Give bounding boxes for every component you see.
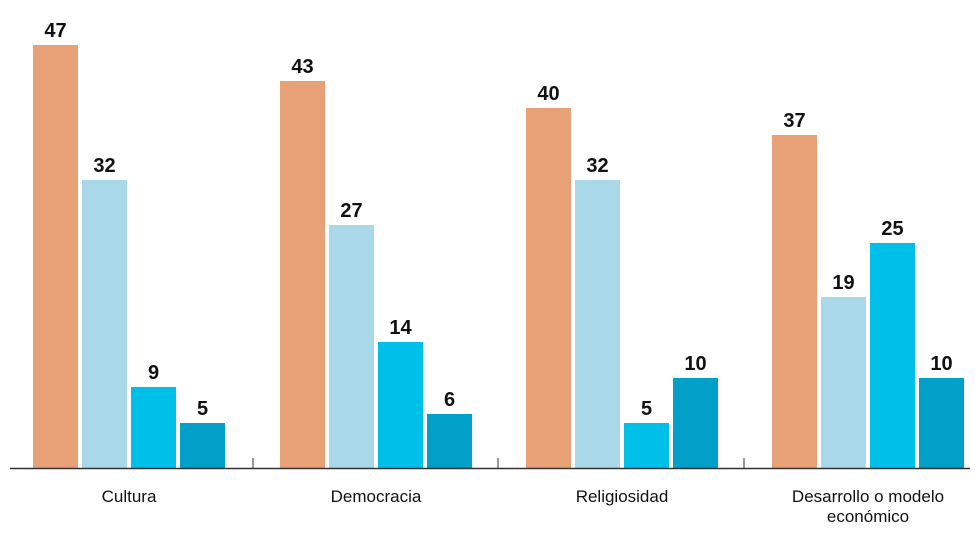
category-label: Cultura: [102, 487, 157, 506]
bar: [280, 81, 325, 468]
bar-value-label: 5: [641, 398, 652, 420]
bar-value-label: 6: [444, 389, 455, 411]
category-label: Religiosidad: [576, 487, 669, 506]
bar: [329, 225, 374, 468]
bar: [575, 180, 620, 468]
category-labels-layer: Cultura Democracia Religiosidad Desarrollo …: [102, 487, 944, 526]
category-label-line: Desarrollo o modelo: [792, 487, 944, 506]
bar-value-label: 14: [389, 317, 412, 339]
bar-value-label: 25: [881, 218, 903, 240]
value-labels-layer: 47 32 9 5 43 27 14 6 40 32 5 10 37 19 25 10: [44, 20, 952, 420]
bars-layer: [33, 45, 964, 468]
bar: [33, 45, 78, 468]
bar-value-label: 9: [148, 362, 159, 384]
bar: [180, 423, 225, 468]
bar-value-label: 40: [537, 83, 559, 105]
x-axis: [10, 458, 970, 470]
bar: [624, 423, 669, 468]
category-label-line: Democracia: [331, 487, 422, 506]
bar: [131, 387, 176, 468]
category-label: Desarrollo o modelo económico: [792, 487, 944, 526]
bar: [870, 243, 915, 468]
bar-value-label: 5: [197, 398, 208, 420]
bar: [821, 297, 866, 468]
bar-value-label: 47: [44, 20, 66, 42]
category-label-line: económico: [827, 507, 909, 526]
bar-value-label: 43: [291, 56, 313, 78]
bar-value-label: 27: [340, 200, 362, 222]
bar: [82, 180, 127, 468]
bar-value-label: 19: [832, 272, 854, 294]
bar-value-label: 37: [783, 110, 805, 132]
bar: [378, 342, 423, 468]
category-label-line: Cultura: [102, 487, 157, 506]
bar: [673, 378, 718, 468]
bar: [526, 108, 571, 468]
bar-value-label: 10: [684, 353, 706, 375]
bar: [427, 414, 472, 468]
bar-value-label: 32: [586, 155, 608, 177]
category-label: Democracia: [331, 487, 422, 506]
bar: [919, 378, 964, 468]
bar-value-label: 32: [93, 155, 115, 177]
bar: [772, 135, 817, 468]
bar-value-label: 10: [930, 353, 952, 375]
category-label-line: Religiosidad: [576, 487, 669, 506]
